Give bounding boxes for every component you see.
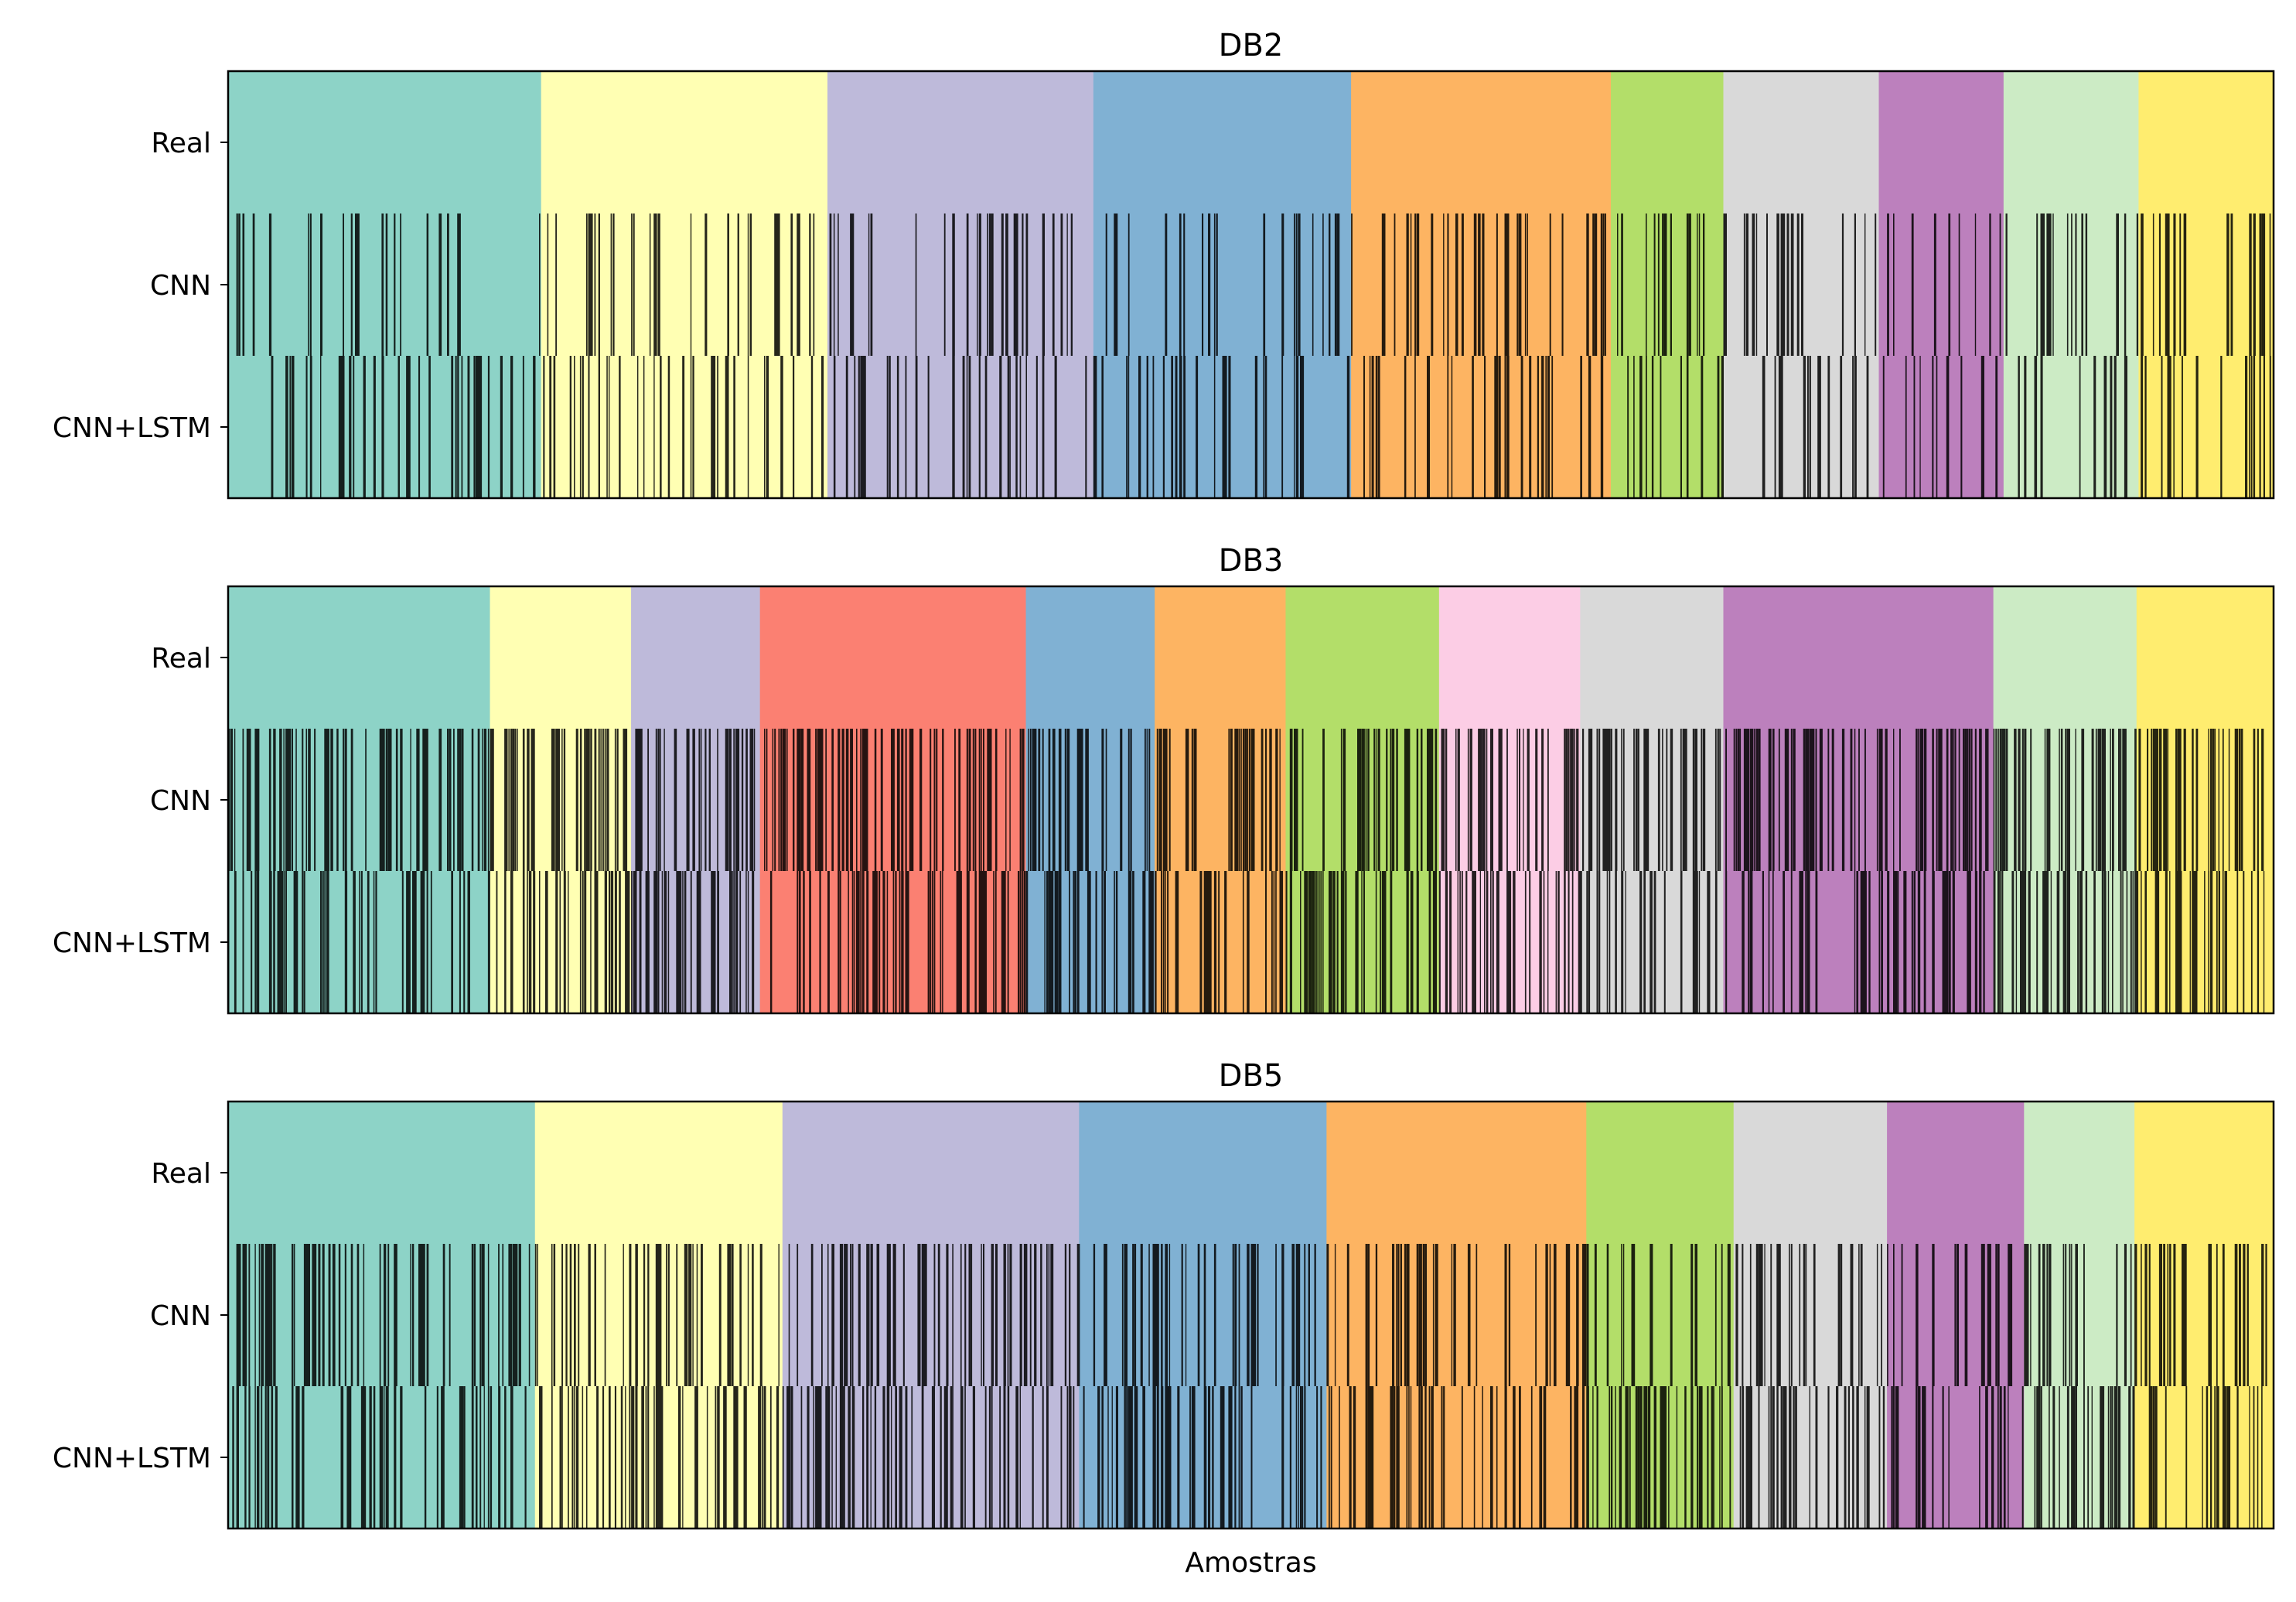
segment-real-0 <box>228 586 491 729</box>
segment-cnn-2 <box>631 729 761 871</box>
segment-real-5 <box>1586 1102 1735 1244</box>
segment-cnn-lstm-2 <box>827 356 1094 498</box>
segment-real-1 <box>534 1102 783 1244</box>
segment-real-0 <box>228 71 542 213</box>
segment-real-1 <box>541 71 828 213</box>
segment-real-5 <box>1155 586 1286 729</box>
segment-cnn-8 <box>2024 1244 2135 1386</box>
axes-frame <box>227 70 2275 500</box>
segment-real-4 <box>1326 1102 1587 1244</box>
row-cnn-lstm <box>228 871 2274 1013</box>
segment-cnn-4 <box>1326 1244 1587 1386</box>
segment-cnn-7 <box>1438 729 1581 871</box>
axes-frame <box>227 1100 2275 1530</box>
segment-real-9 <box>1723 586 1994 729</box>
segment-real-2 <box>782 1102 1080 1244</box>
segment-real-6 <box>1285 586 1440 729</box>
segment-cnn-lstm-2 <box>631 871 761 1013</box>
y-tick-label-cnn: CNN <box>150 270 211 302</box>
y-tick-label-cnn-lstm: CNN+LSTM <box>53 412 211 444</box>
segment-real-7 <box>1878 71 2004 213</box>
segment-real-2 <box>631 586 761 729</box>
row-cnn-lstm <box>228 356 2274 498</box>
error-stripes-cnn-lstm <box>228 871 2265 1013</box>
segment-real-7 <box>1887 1102 2025 1244</box>
segment-real-8 <box>2024 1102 2135 1244</box>
segment-cnn-9 <box>2134 1244 2274 1386</box>
segment-real-6 <box>1733 1102 1888 1244</box>
error-stripes-cnn <box>236 1244 2267 1386</box>
segment-cnn-3 <box>1093 213 1352 356</box>
row-cnn <box>228 729 2274 871</box>
row-real <box>228 1102 2274 1244</box>
segment-real-4 <box>1351 71 1612 213</box>
segment-real-3 <box>1093 71 1352 213</box>
segment-real-2 <box>827 71 1094 213</box>
row-cnn <box>228 213 2274 356</box>
row-real <box>228 71 2274 213</box>
segment-real-8 <box>1580 586 1724 729</box>
segment-cnn-lstm-3 <box>1079 1386 1327 1529</box>
y-tick-label-cnn-lstm: CNN+LSTM <box>53 1443 211 1474</box>
error-stripes-cnn-lstm <box>232 1386 2263 1529</box>
segment-cnn-7 <box>1878 213 2004 356</box>
segment-cnn-4 <box>1351 213 1612 356</box>
panel-title: DB3 <box>1219 543 1284 579</box>
error-stripes-cnn <box>236 213 2271 356</box>
segment-real-6 <box>1723 71 1880 213</box>
segment-real-9 <box>2134 1102 2274 1244</box>
segment-cnn-lstm-9 <box>2134 1386 2274 1529</box>
segment-cnn-5 <box>1155 729 1286 871</box>
panel-db5: Real CNN CNN+LSTM DB5 Amostras <box>53 1058 2275 1579</box>
segment-real-7 <box>1438 586 1581 729</box>
x-axis-label: Amostras <box>1185 1547 1316 1579</box>
segment-cnn-3 <box>1079 1244 1327 1386</box>
segment-cnn-lstm-7 <box>1878 356 2004 498</box>
segment-cnn-0 <box>228 213 542 356</box>
panel-db2: Real CNN CNN+LSTM DB2 <box>53 28 2275 500</box>
segment-real-8 <box>2003 71 2139 213</box>
segment-cnn-lstm-1 <box>490 871 632 1013</box>
panel-db3: Real CNN CNN+LSTM DB3 <box>53 543 2275 1015</box>
y-tick-label-cnn: CNN <box>150 1300 211 1332</box>
segment-real-1 <box>490 586 632 729</box>
row-cnn <box>228 1244 2274 1386</box>
segment-cnn-lstm-8 <box>2003 356 2139 498</box>
segment-real-3 <box>1079 1102 1327 1244</box>
segment-cnn-lstm-4 <box>1351 356 1612 498</box>
segment-cnn-0 <box>228 729 491 871</box>
segment-cnn-lstm-5 <box>1611 356 1724 498</box>
y-tick-label-real: Real <box>151 643 211 675</box>
segment-real-10 <box>1993 586 2137 729</box>
panel-title: DB2 <box>1219 28 1284 63</box>
y-tick-label-cnn-lstm: CNN+LSTM <box>53 927 211 959</box>
segment-real-3 <box>759 586 1027 729</box>
segment-cnn-lstm-0 <box>228 356 542 498</box>
segment-real-5 <box>1611 71 1724 213</box>
segment-real-4 <box>1025 586 1155 729</box>
segment-cnn-4 <box>1025 729 1155 871</box>
row-cnn-lstm <box>228 1386 2274 1529</box>
axes-frame <box>227 585 2275 1015</box>
y-tick-label-real: Real <box>151 1158 211 1190</box>
row-real <box>228 586 2274 729</box>
y-tick-label-cnn: CNN <box>150 785 211 817</box>
segment-cnn-lstm-6 <box>1733 1386 1888 1529</box>
y-tick-label-real: Real <box>151 128 211 159</box>
segment-real-0 <box>228 1102 536 1244</box>
segment-real-11 <box>2136 586 2274 729</box>
error-stripes-cnn <box>228 729 2264 871</box>
segment-cnn-5 <box>1611 213 1724 356</box>
segment-cnn-lstm-11 <box>2136 871 2274 1013</box>
segment-cnn-1 <box>541 213 828 356</box>
segment-cnn-5 <box>1586 1244 1735 1386</box>
segment-real-9 <box>2138 71 2274 213</box>
panel-title: DB5 <box>1219 1058 1284 1094</box>
